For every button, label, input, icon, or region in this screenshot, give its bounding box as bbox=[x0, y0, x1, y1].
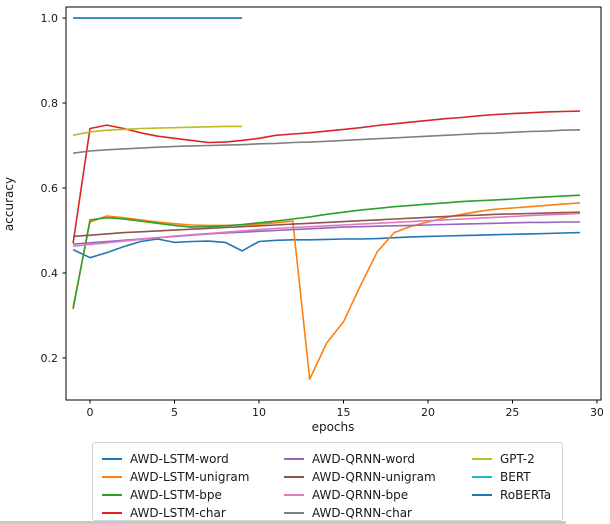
legend-item-label: RoBERTa bbox=[500, 488, 552, 502]
legend: AWD-LSTM-word AWD-LSTM-unigram AWD-LSTM-bp… bbox=[92, 442, 563, 521]
legend-line-swatch bbox=[472, 476, 492, 478]
legend-item-label: AWD-QRNN-bpe bbox=[312, 488, 409, 502]
series-line-awd-lstm-unigram bbox=[72, 202, 581, 381]
x-tick-label: 15 bbox=[336, 406, 350, 419]
legend-item-awd-lstm-bpe: AWD-LSTM-bpe bbox=[102, 486, 284, 504]
screen-edge-artifact bbox=[0, 521, 566, 524]
series-line-awd-qrnn-bpe bbox=[73, 212, 581, 247]
legend-line-swatch bbox=[284, 512, 304, 514]
series-line-awd-lstm-char bbox=[72, 110, 581, 244]
legend-item-label: AWD-LSTM-word bbox=[130, 452, 229, 466]
legend-line-swatch bbox=[284, 476, 304, 478]
legend-line-swatch bbox=[284, 494, 304, 496]
legend-item-awd-lstm-word: AWD-LSTM-word bbox=[102, 450, 284, 468]
legend-line-swatch bbox=[472, 458, 492, 460]
x-tick-label: 5 bbox=[171, 406, 178, 419]
legend-item-roberta: RoBERTa bbox=[472, 486, 562, 504]
legend-line-swatch bbox=[102, 494, 122, 496]
legend-column: GPT-2 BERT RoBERTa bbox=[472, 450, 562, 520]
legend-column: AWD-LSTM-word AWD-LSTM-unigram AWD-LSTM-bp… bbox=[102, 450, 284, 520]
y-tick-label: 0.8 bbox=[41, 97, 59, 110]
legend-item-awd-qrnn-char: AWD-QRNN-char bbox=[284, 504, 472, 522]
legend-item-label: AWD-LSTM-char bbox=[130, 506, 226, 520]
series-line-awd-qrnn-char bbox=[72, 129, 581, 154]
series-line-awd-lstm-bpe bbox=[72, 194, 581, 310]
x-tick-label: 30 bbox=[590, 406, 604, 419]
series-line-gpt-2 bbox=[72, 125, 243, 137]
legend-item-awd-qrnn-word: AWD-QRNN-word bbox=[284, 450, 472, 468]
legend-item-label: AWD-QRNN-word bbox=[312, 452, 415, 466]
series-line-awd-qrnn-unigram bbox=[73, 211, 581, 238]
legend-column: AWD-QRNN-word AWD-QRNN-unigram AWD-QRNN-bp… bbox=[284, 450, 472, 520]
legend-item-awd-qrnn-bpe: AWD-QRNN-bpe bbox=[284, 486, 472, 504]
legend-line-swatch bbox=[102, 458, 122, 460]
x-tick-label: 10 bbox=[252, 406, 266, 419]
x-tick-label: 20 bbox=[421, 406, 435, 419]
plot-frame bbox=[65, 6, 602, 401]
legend-line-swatch bbox=[102, 512, 122, 514]
legend-line-swatch bbox=[472, 494, 492, 496]
legend-line-swatch bbox=[284, 458, 304, 460]
legend-item-label: AWD-LSTM-bpe bbox=[130, 488, 222, 502]
legend-item-label: AWD-LSTM-unigram bbox=[130, 470, 250, 484]
y-axis-label: accuracy bbox=[2, 177, 16, 231]
x-tick-label: 0 bbox=[86, 406, 93, 419]
legend-line-swatch bbox=[102, 476, 122, 478]
x-axis-label: epochs bbox=[312, 420, 355, 434]
legend-item-awd-lstm-char: AWD-LSTM-char bbox=[102, 504, 284, 522]
y-tick-label: 0.6 bbox=[41, 182, 59, 195]
legend-item-label: GPT-2 bbox=[500, 452, 535, 466]
y-tick-label: 1.0 bbox=[41, 12, 59, 25]
legend-item-awd-lstm-unigram: AWD-LSTM-unigram bbox=[102, 468, 284, 486]
y-tick-label: 0.4 bbox=[41, 267, 59, 280]
series-line-awd-lstm-word bbox=[72, 231, 581, 259]
x-tick-label: 25 bbox=[505, 406, 519, 419]
legend-item-label: BERT bbox=[500, 470, 531, 484]
y-tick-label: 0.2 bbox=[41, 352, 59, 365]
legend-item-label: AWD-QRNN-unigram bbox=[312, 470, 436, 484]
legend-item-label: AWD-QRNN-char bbox=[312, 506, 412, 520]
legend-item-gpt-2: GPT-2 bbox=[472, 450, 562, 468]
legend-item-bert: BERT bbox=[472, 468, 562, 486]
legend-item-awd-qrnn-unigram: AWD-QRNN-unigram bbox=[284, 468, 472, 486]
